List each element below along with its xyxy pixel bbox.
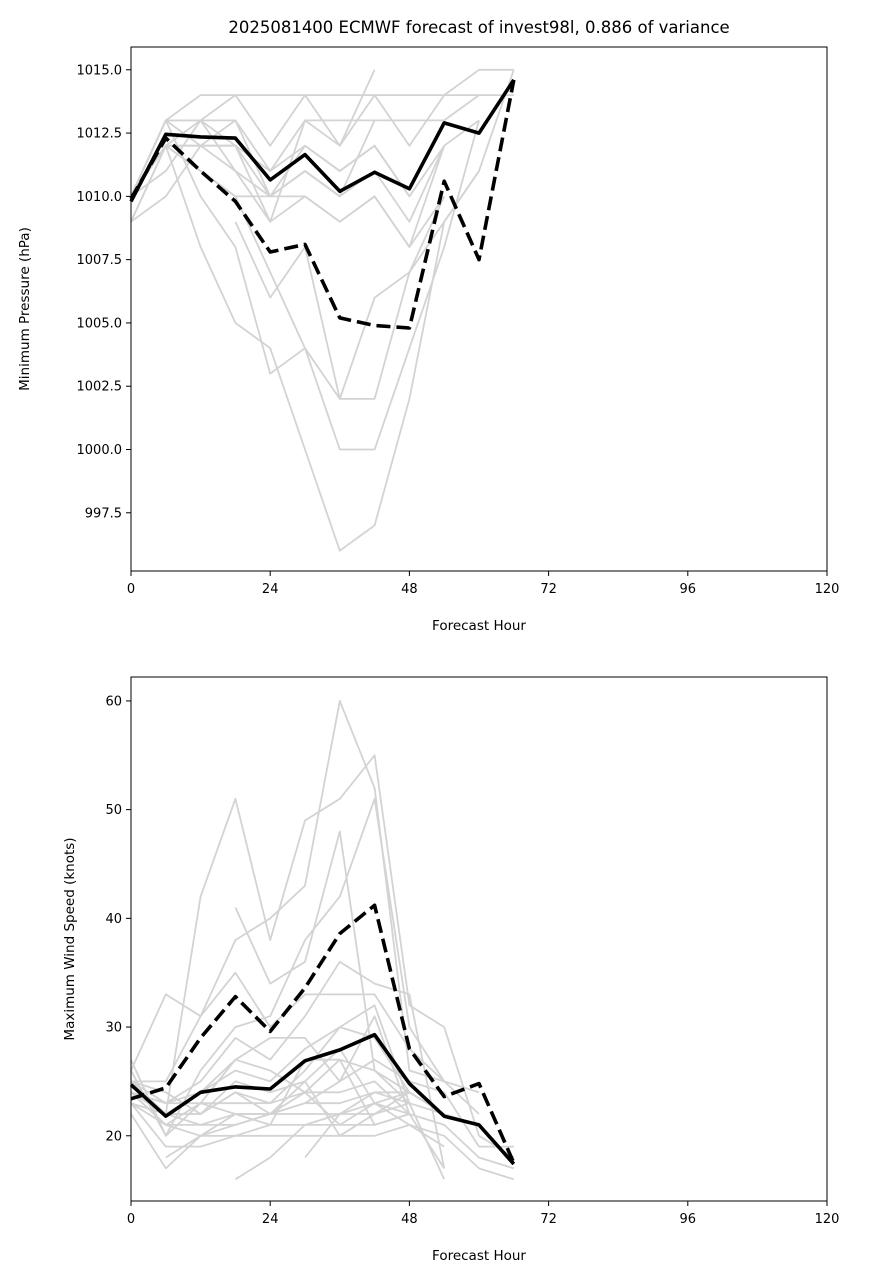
wind-y-tick-label: 20 [105, 1129, 122, 1144]
wind-x-tick-label: 72 [540, 1212, 557, 1227]
wind-y-tick-label: 50 [105, 803, 122, 818]
pressure-y-tick-label: 1005.0 [77, 316, 123, 331]
pressure-y-tick-label: 1002.5 [77, 380, 123, 395]
pressure-member-line-8 [130, 144, 445, 248]
wind-x-tick-label: 48 [401, 1212, 418, 1227]
pressure-panel: 0 24 48 72 96 120 997.5 1000.0 1002.5 1005.0 1007.… [17, 46, 840, 634]
pressure-member-line-1 [130, 94, 514, 197]
pressure-y-tick-label: 1012.5 [77, 127, 123, 142]
wind-member-line-9 [130, 1091, 480, 1126]
pressure-mean-line [129, 78, 516, 203]
wind-x-axis-label: Forecast Hour [432, 1248, 526, 1264]
wind-mean-line [129, 1032, 516, 1166]
wind-member-line-21 [130, 1047, 410, 1115]
wind-x-tick-label: 24 [262, 1212, 279, 1227]
wind-member-line-20 [130, 1058, 411, 1126]
wind-member-line-18 [130, 1058, 410, 1137]
wind-axes-frame [130, 676, 828, 1202]
wind-member-line-16 [304, 1091, 446, 1180]
pressure-x-axis-label: Forecast Hour [432, 618, 526, 634]
wind-member-line-10 [130, 1091, 515, 1170]
wind-y-tick-label: 40 [105, 912, 122, 927]
pressure-y-tick-label: 1007.5 [77, 253, 123, 268]
wind-x-tick-label: 96 [680, 1212, 697, 1227]
pressure-member-line-12 [130, 69, 515, 552]
pressure-x-tick-label: 48 [401, 582, 418, 597]
wind-member-line-1 [130, 754, 515, 1159]
pressure-y-tick-label: 1010.0 [77, 190, 123, 205]
pressure-member-line-11 [234, 170, 480, 400]
pressure-axes-frame [130, 46, 828, 572]
wind-member-line-4 [130, 797, 480, 1137]
pressure-y-tick-label: 1015.0 [77, 63, 123, 78]
wind-y-tick-label: 60 [105, 694, 122, 709]
wind-member-line-2 [131, 700, 480, 1094]
pressure-y-tick-label: 1000.0 [77, 443, 123, 458]
pressure-member-line-14 [130, 119, 446, 248]
wind-x-tick-label: 0 [127, 1212, 135, 1227]
pressure-member-line-13 [130, 119, 480, 451]
pressure-deterministic-line [129, 79, 516, 330]
wind-deterministic-line [130, 903, 516, 1164]
pressure-x-tick-label: 120 [815, 582, 840, 597]
wind-y-axis-label: Maximum Wind Speed (knots) [62, 837, 78, 1040]
pressure-y-axis-label: Minimum Pressure (hPa) [17, 227, 33, 391]
wind-x-tick-label: 120 [815, 1212, 840, 1227]
pressure-x-tick-label: 24 [262, 582, 279, 597]
wind-y-tick-label: 30 [105, 1021, 122, 1036]
pressure-y-tick-label: 997.5 [85, 506, 122, 521]
figure-title: 2025081400 ECMWF forecast of invest98l, … [228, 18, 729, 37]
pressure-x-tick-label: 72 [540, 582, 557, 597]
pressure-x-tick-label: 96 [680, 582, 697, 597]
pressure-x-tick-label: 0 [127, 582, 135, 597]
wind-panel: 0 24 48 72 96 120 20 30 40 50 60 Forecast Hour Maxim… [62, 676, 840, 1264]
pressure-member-line-9 [130, 120, 376, 223]
